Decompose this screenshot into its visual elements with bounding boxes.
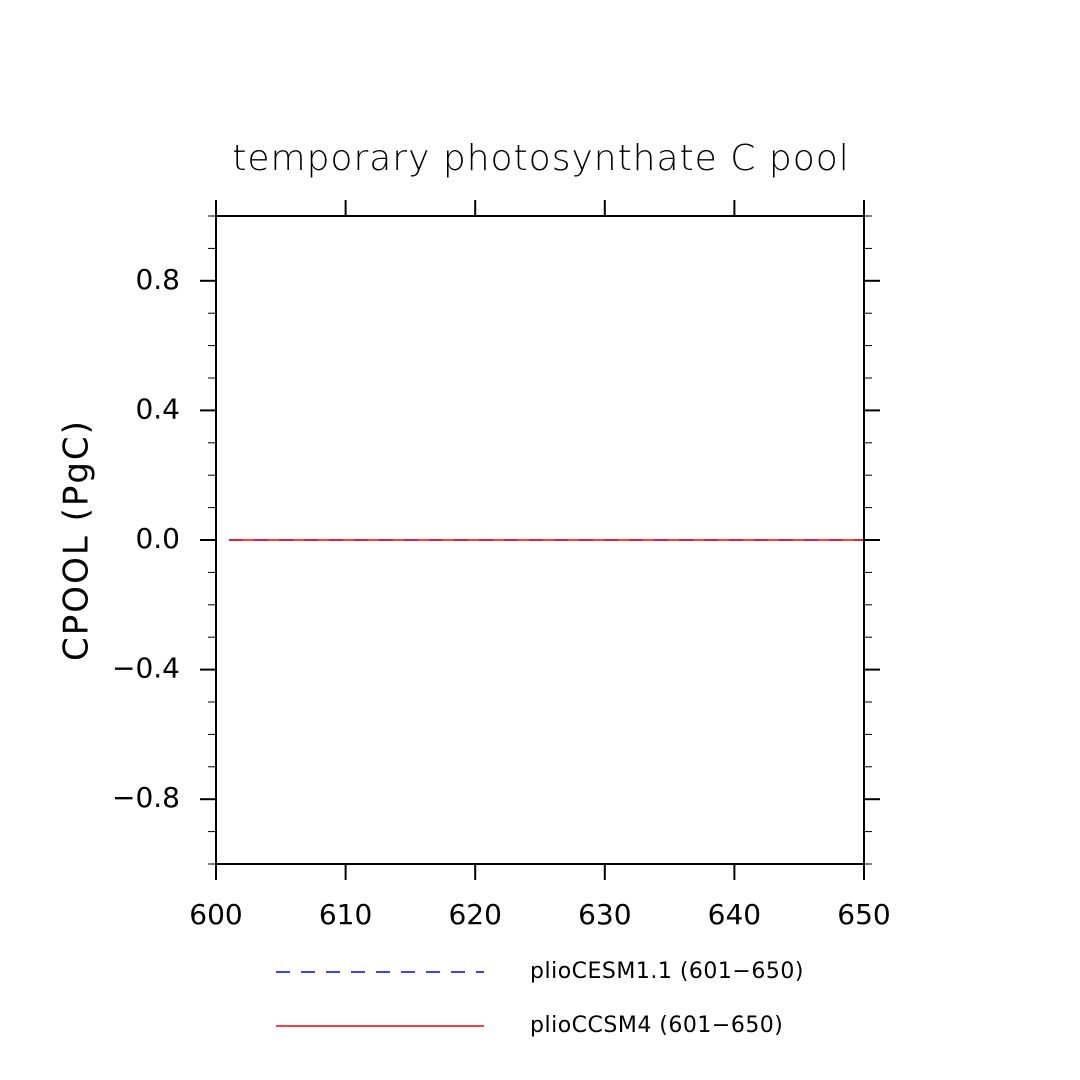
- y-axis: −0.8 −0.4 0.0 0.4 0.8: [112, 215, 880, 865]
- y-tick-label: −0.4: [112, 652, 180, 685]
- x-tick-label: 640: [708, 898, 761, 931]
- y-axis-label: CPOOL (PgC): [57, 419, 97, 661]
- legend: plioCESM1.1 (601−650) plioCCSM4 (601−650): [276, 959, 804, 1038]
- x-tick-label: 610: [319, 898, 372, 931]
- y-tick-label: 0.0: [135, 522, 180, 555]
- x-axis: 600 610 620 630 640 650: [189, 200, 891, 931]
- x-tick-label: 650: [837, 898, 890, 931]
- x-tick-label: 620: [448, 898, 501, 931]
- y-tick-label: −0.8: [112, 781, 180, 814]
- x-tick-label: 630: [578, 898, 631, 931]
- y-tick-label: 0.8: [135, 263, 180, 296]
- legend-label-1: plioCESM1.1 (601−650): [530, 959, 804, 984]
- chart-title: temporary photosynthate C pool: [232, 138, 850, 179]
- legend-label-2: plioCCSM4 (601−650): [530, 1013, 783, 1038]
- x-tick-label: 600: [189, 898, 242, 931]
- y-tick-label: 0.4: [135, 392, 180, 425]
